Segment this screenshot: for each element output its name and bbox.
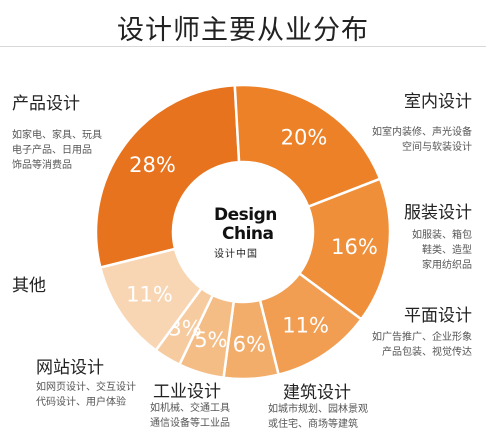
title-divider	[0, 46, 486, 47]
slice-percent-label-other: 11%	[126, 283, 173, 307]
category-label-graphic: 平面设计	[404, 306, 472, 326]
slice-percent-label-graphic: 11%	[282, 313, 329, 337]
category-desc-graphic: 如广告推广、企业形象 产品包装、视觉传达	[372, 332, 472, 358]
donut-slice-interior	[233, 83, 382, 209]
category-desc-interior: 如室内装修、声光设备 空间与软装设计	[372, 127, 472, 153]
category-label-other: 其他	[12, 276, 46, 296]
slice-percent-label-product: 28%	[129, 153, 176, 177]
category-desc-web: 如网页设计、交互设计 代码设计、用户体验	[36, 382, 136, 408]
category-desc-product: 如家电、家具、玩具 电子产品、日用品 饰品等消费品	[12, 130, 102, 171]
page-title: 设计师主要从业分布	[117, 15, 369, 46]
category-label-industrial: 工业设计	[153, 382, 221, 402]
category-desc-industrial: 如机械、交通工具 通信设备等工业品	[150, 403, 230, 429]
logo-china: China	[222, 224, 274, 244]
logo-subtitle: 设计中国	[214, 249, 258, 260]
slice-percent-label-industrial: 5%	[194, 328, 227, 352]
donut-slice-other	[98, 247, 204, 353]
donut-center	[174, 163, 312, 301]
logo-design: Design	[214, 205, 277, 225]
category-label-product: 产品设计	[12, 94, 80, 114]
slice-percent-label-architecture: 6%	[233, 332, 266, 356]
category-desc-architecture: 如城市规划、园林景观 或住宅、商场等建筑	[268, 404, 368, 430]
slice-percent-label-interior: 20%	[281, 125, 328, 149]
category-label-web: 网站设计	[36, 358, 104, 378]
category-desc-fashion: 如服装、箱包 鞋类、造型 家用纺织品	[412, 230, 472, 271]
category-label-architecture: 建筑设计	[283, 383, 351, 403]
category-label-interior: 室内设计	[404, 92, 472, 112]
slice-percent-label-fashion: 16%	[331, 235, 378, 259]
donut-slice-product	[94, 83, 241, 270]
category-label-fashion: 服装设计	[404, 203, 472, 223]
